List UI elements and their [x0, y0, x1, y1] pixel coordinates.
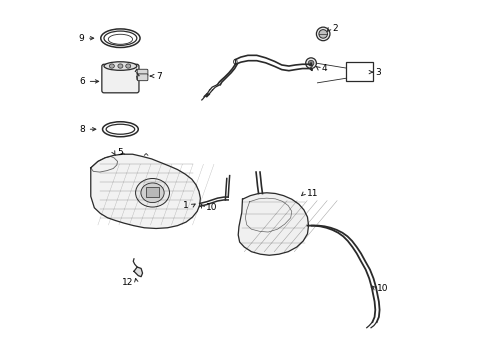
Text: 11: 11	[306, 189, 318, 198]
Polygon shape	[134, 267, 142, 277]
Bar	[345, 62, 372, 81]
Ellipse shape	[318, 30, 327, 38]
Ellipse shape	[109, 64, 114, 68]
Ellipse shape	[125, 64, 131, 68]
Bar	[146, 187, 159, 197]
Text: 10: 10	[377, 283, 388, 293]
Ellipse shape	[114, 161, 124, 165]
Ellipse shape	[104, 62, 136, 70]
Text: 3: 3	[375, 67, 380, 77]
Ellipse shape	[136, 178, 169, 207]
FancyBboxPatch shape	[102, 64, 139, 93]
Text: 7: 7	[156, 71, 162, 81]
Ellipse shape	[118, 64, 122, 68]
Ellipse shape	[307, 60, 313, 66]
Text: 4: 4	[321, 64, 327, 73]
Ellipse shape	[141, 183, 164, 203]
Ellipse shape	[305, 58, 316, 69]
Text: 5: 5	[117, 148, 122, 157]
Bar	[114, 158, 124, 163]
Ellipse shape	[316, 27, 329, 41]
Text: 8: 8	[79, 125, 85, 134]
FancyBboxPatch shape	[137, 74, 148, 81]
Text: 1: 1	[183, 201, 189, 211]
Text: 10: 10	[206, 203, 217, 212]
FancyBboxPatch shape	[137, 69, 148, 76]
Polygon shape	[238, 193, 308, 255]
Text: 9: 9	[78, 34, 84, 43]
Text: 12: 12	[122, 278, 133, 287]
Text: 6: 6	[79, 77, 85, 86]
Polygon shape	[91, 154, 200, 228]
Text: 2: 2	[332, 24, 337, 33]
Ellipse shape	[114, 156, 124, 162]
